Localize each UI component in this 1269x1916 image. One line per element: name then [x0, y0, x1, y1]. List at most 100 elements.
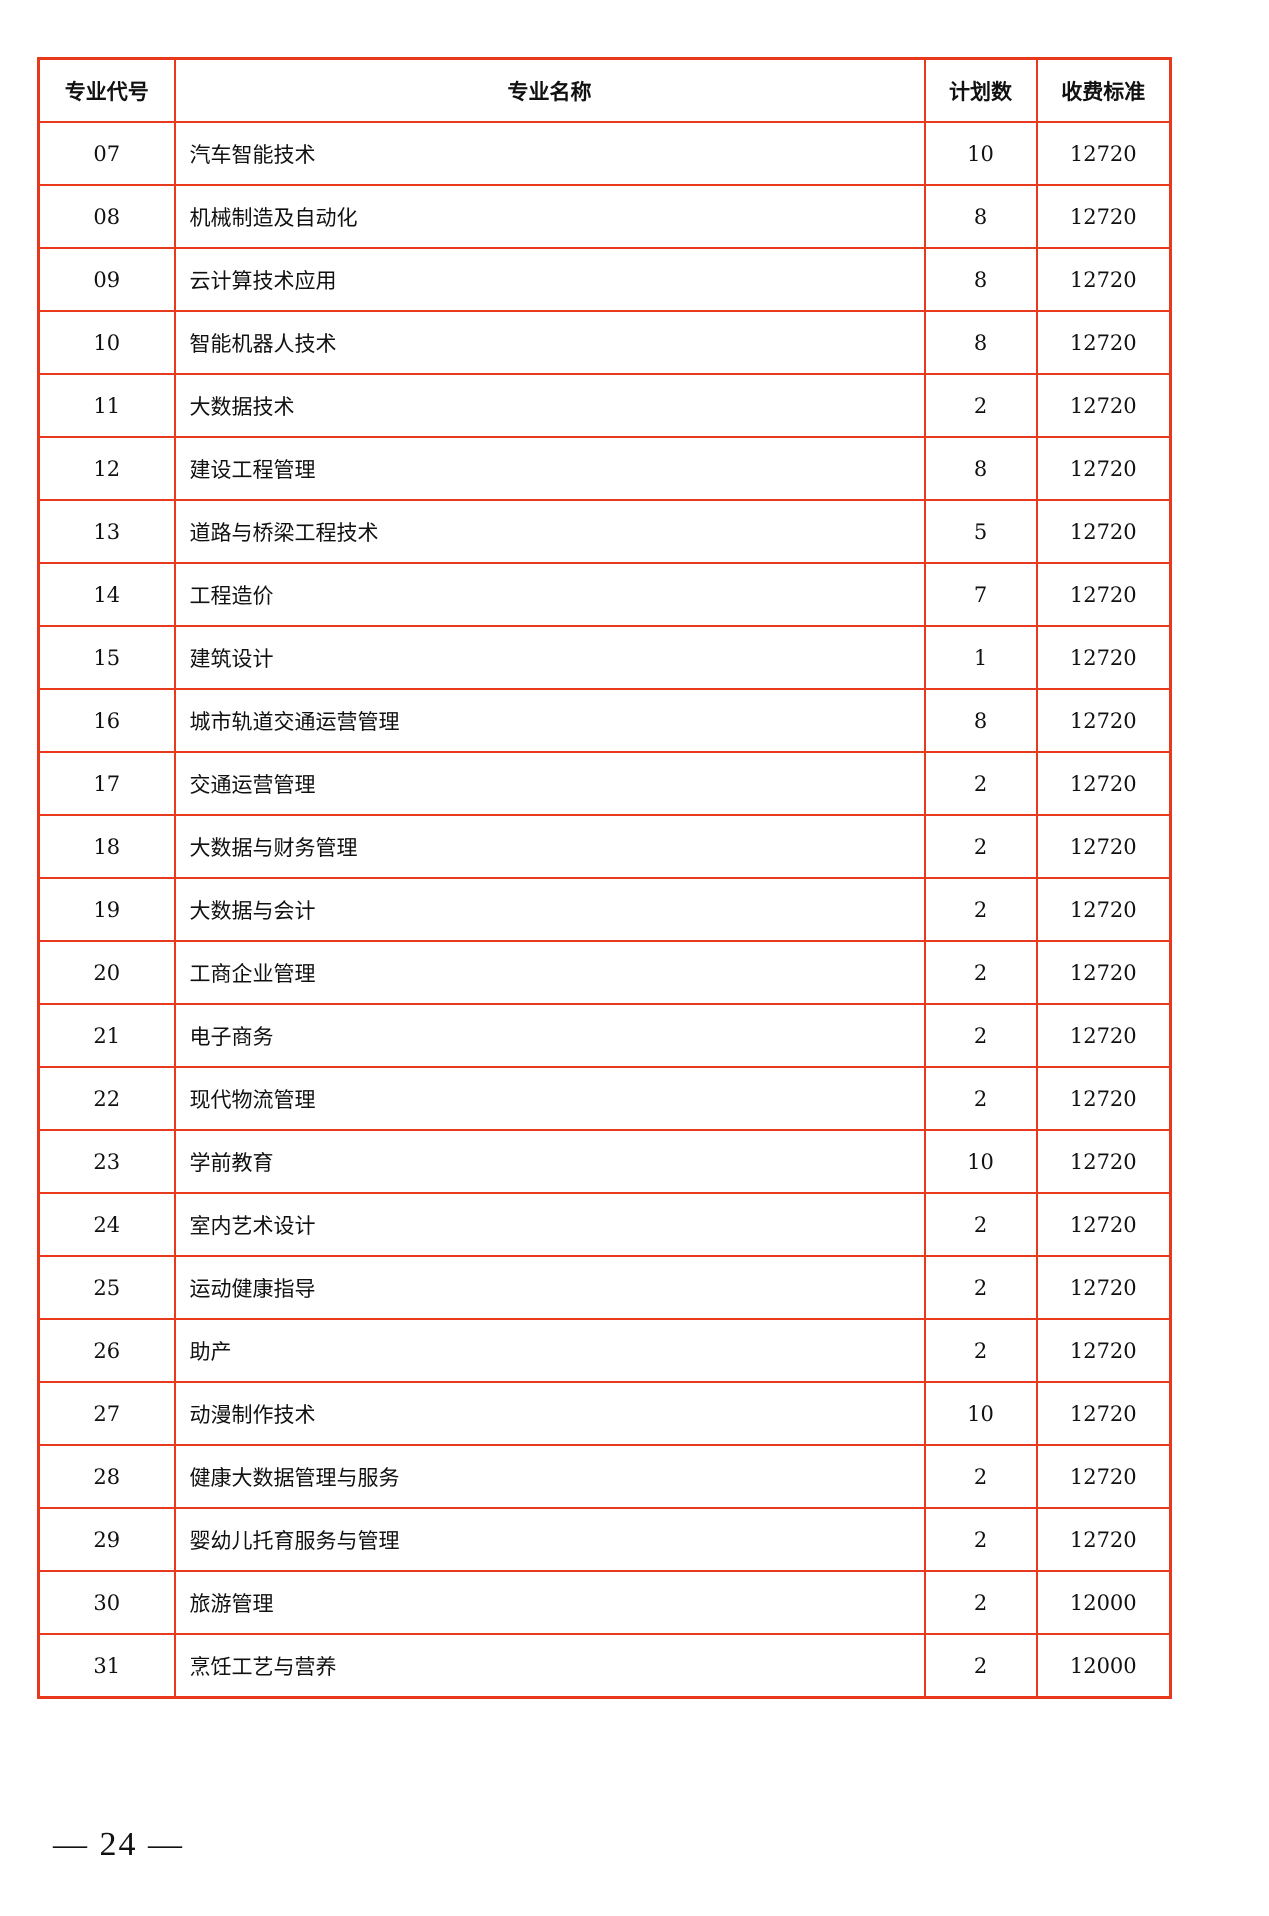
table-row: 09 云计算技术应用 8 12720 [37, 247, 1172, 312]
cell-plan-count: 7 [923, 562, 1038, 627]
cell-plan-count: 2 [923, 814, 1038, 879]
cell-major-code: 09 [37, 247, 176, 312]
cell-major-name: 建设工程管理 [173, 436, 926, 501]
table-row: 11 大数据技术 2 12720 [37, 373, 1172, 438]
cell-major-name: 动漫制作技术 [173, 1381, 926, 1446]
cell-fee-standard: 12720 [1035, 436, 1172, 501]
cell-major-name: 室内艺术设计 [173, 1192, 926, 1257]
cell-major-code: 10 [37, 310, 176, 375]
cell-major-code: 11 [37, 373, 176, 438]
cell-major-name: 大数据与会计 [173, 877, 926, 942]
cell-major-name: 云计算技术应用 [173, 247, 926, 312]
table-row: 27 动漫制作技术 10 12720 [37, 1381, 1172, 1446]
cell-major-code: 08 [37, 184, 176, 249]
cell-major-code: 12 [37, 436, 176, 501]
cell-fee-standard: 12000 [1035, 1570, 1172, 1635]
table-row: 17 交通运营管理 2 12720 [37, 751, 1172, 816]
cell-plan-count: 1 [923, 625, 1038, 690]
cell-plan-count: 8 [923, 436, 1038, 501]
table-header-row: 专业代号 专业名称 计划数 收费标准 [37, 57, 1172, 123]
cell-fee-standard: 12720 [1035, 373, 1172, 438]
cell-plan-count: 5 [923, 499, 1038, 564]
cell-major-name: 婴幼儿托育服务与管理 [173, 1507, 926, 1572]
cell-plan-count: 2 [923, 1192, 1038, 1257]
cell-plan-count: 2 [923, 1444, 1038, 1509]
cell-fee-standard: 12720 [1035, 1129, 1172, 1194]
cell-plan-count: 8 [923, 247, 1038, 312]
cell-plan-count: 2 [923, 1318, 1038, 1383]
table-row: 13 道路与桥梁工程技术 5 12720 [37, 499, 1172, 564]
cell-major-code: 29 [37, 1507, 176, 1572]
cell-major-code: 23 [37, 1129, 176, 1194]
table-row: 23 学前教育 10 12720 [37, 1129, 1172, 1194]
cell-fee-standard: 12720 [1035, 1066, 1172, 1131]
cell-plan-count: 2 [923, 1633, 1038, 1699]
cell-major-code: 30 [37, 1570, 176, 1635]
cell-major-code: 14 [37, 562, 176, 627]
cell-plan-count: 2 [923, 877, 1038, 942]
cell-fee-standard: 12000 [1035, 1633, 1172, 1699]
header-plan-count: 计划数 [923, 57, 1038, 123]
cell-major-name: 城市轨道交通运营管理 [173, 688, 926, 753]
cell-fee-standard: 12720 [1035, 1192, 1172, 1257]
table-row: 10 智能机器人技术 8 12720 [37, 310, 1172, 375]
cell-major-name: 学前教育 [173, 1129, 926, 1194]
table-row: 08 机械制造及自动化 8 12720 [37, 184, 1172, 249]
table-row: 30 旅游管理 2 12000 [37, 1570, 1172, 1635]
cell-major-name: 电子商务 [173, 1003, 926, 1068]
cell-fee-standard: 12720 [1035, 625, 1172, 690]
enrollment-plan-table: 专业代号 专业名称 计划数 收费标准 07 汽车智能技术 10 12720 08 机械制造… [37, 57, 1172, 1699]
cell-major-name: 大数据与财务管理 [173, 814, 926, 879]
cell-major-code: 31 [37, 1633, 176, 1699]
cell-major-code: 27 [37, 1381, 176, 1446]
cell-major-code: 24 [37, 1192, 176, 1257]
cell-major-code: 17 [37, 751, 176, 816]
cell-plan-count: 2 [923, 1570, 1038, 1635]
cell-plan-count: 10 [923, 1381, 1038, 1446]
cell-plan-count: 8 [923, 688, 1038, 753]
cell-plan-count: 10 [923, 121, 1038, 186]
cell-fee-standard: 12720 [1035, 1255, 1172, 1320]
cell-plan-count: 2 [923, 373, 1038, 438]
cell-major-code: 16 [37, 688, 176, 753]
cell-major-code: 07 [37, 121, 176, 186]
cell-fee-standard: 12720 [1035, 499, 1172, 564]
table-row: 24 室内艺术设计 2 12720 [37, 1192, 1172, 1257]
header-fee-standard: 收费标准 [1035, 57, 1172, 123]
cell-major-code: 22 [37, 1066, 176, 1131]
cell-fee-standard: 12720 [1035, 1318, 1172, 1383]
cell-major-code: 21 [37, 1003, 176, 1068]
cell-major-code: 26 [37, 1318, 176, 1383]
table-row: 18 大数据与财务管理 2 12720 [37, 814, 1172, 879]
cell-fee-standard: 12720 [1035, 688, 1172, 753]
cell-fee-standard: 12720 [1035, 877, 1172, 942]
cell-plan-count: 2 [923, 1003, 1038, 1068]
cell-major-name: 现代物流管理 [173, 1066, 926, 1131]
cell-major-name: 智能机器人技术 [173, 310, 926, 375]
cell-fee-standard: 12720 [1035, 184, 1172, 249]
cell-major-code: 25 [37, 1255, 176, 1320]
cell-major-name: 助产 [173, 1318, 926, 1383]
table-row: 07 汽车智能技术 10 12720 [37, 121, 1172, 186]
cell-major-code: 15 [37, 625, 176, 690]
cell-major-name: 道路与桥梁工程技术 [173, 499, 926, 564]
table-row: 14 工程造价 7 12720 [37, 562, 1172, 627]
cell-fee-standard: 12720 [1035, 1507, 1172, 1572]
cell-major-name: 旅游管理 [173, 1570, 926, 1635]
cell-fee-standard: 12720 [1035, 310, 1172, 375]
cell-major-name: 烹饪工艺与营养 [173, 1633, 926, 1699]
cell-fee-standard: 12720 [1035, 1003, 1172, 1068]
cell-major-code: 13 [37, 499, 176, 564]
cell-major-name: 汽车智能技术 [173, 121, 926, 186]
cell-major-code: 19 [37, 877, 176, 942]
cell-major-name: 工商企业管理 [173, 940, 926, 1005]
cell-plan-count: 2 [923, 940, 1038, 1005]
cell-major-code: 28 [37, 1444, 176, 1509]
cell-plan-count: 2 [923, 1507, 1038, 1572]
table-row: 12 建设工程管理 8 12720 [37, 436, 1172, 501]
table-row: 15 建筑设计 1 12720 [37, 625, 1172, 690]
cell-plan-count: 8 [923, 310, 1038, 375]
header-major-code: 专业代号 [37, 57, 176, 123]
cell-major-name: 健康大数据管理与服务 [173, 1444, 926, 1509]
table-row: 16 城市轨道交通运营管理 8 12720 [37, 688, 1172, 753]
